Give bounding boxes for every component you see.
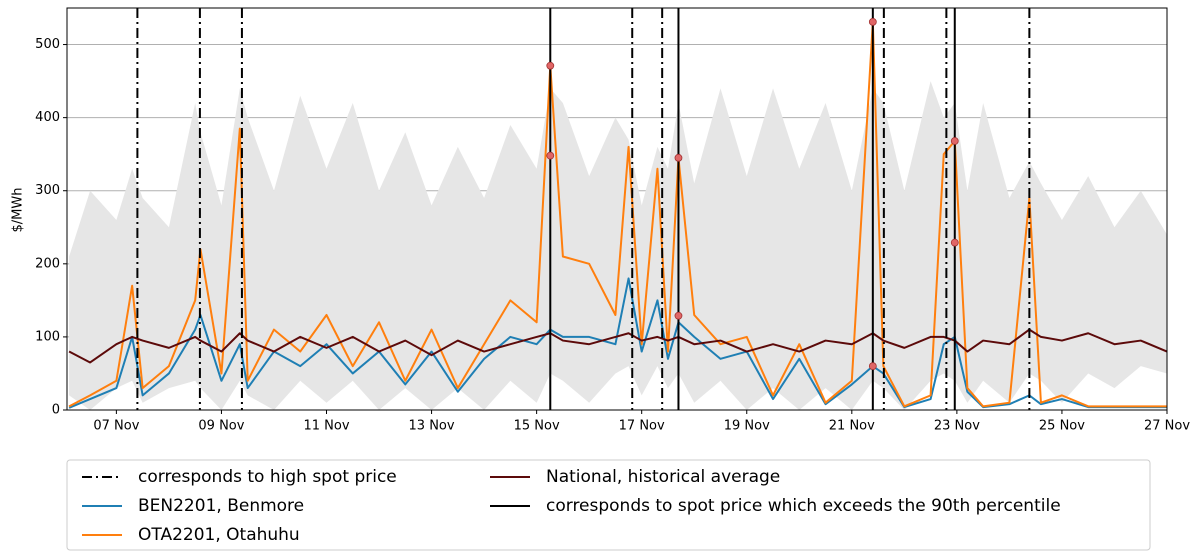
legend-label: National, historical average: [546, 467, 780, 487]
legend-box: [66, 459, 1151, 551]
x-tick-label: 11 Nov: [303, 419, 349, 434]
x-tick-label: 21 Nov: [829, 419, 875, 434]
legend-label: corresponds to high spot price: [138, 467, 397, 487]
x-tick-label: 15 Nov: [514, 419, 560, 434]
y-tick-label: 100: [35, 329, 60, 344]
spike-point: [868, 17, 877, 26]
legend-label: OTA2201, Otahuhu: [138, 525, 300, 545]
x-tick-label: 09 Nov: [198, 419, 244, 434]
historical-band: [69, 81, 1168, 410]
spike-point: [868, 362, 877, 371]
x-tick-label: 19 Nov: [724, 419, 770, 434]
spike-point: [546, 151, 555, 160]
y-tick-label: 400: [35, 110, 60, 125]
x-tick-label: 07 Nov: [93, 419, 139, 434]
spike-point: [950, 137, 959, 145]
x-tick-label: 25 Nov: [1039, 419, 1085, 434]
series-line: [68, 328, 1168, 364]
x-tick-label: 23 Nov: [934, 419, 980, 434]
spike-point: [674, 311, 683, 320]
y-tick-label: 0: [52, 403, 60, 418]
legend-label: corresponds to spot price which exceeds …: [546, 496, 1061, 516]
spike-point: [674, 153, 683, 162]
legend-label: BEN2201, Benmore: [138, 496, 304, 516]
y-tick-label: 500: [35, 37, 60, 52]
x-tick-label: 27 Nov: [1144, 419, 1190, 434]
series-line: [68, 20, 1167, 408]
series-line: [68, 277, 1167, 409]
y-axis-label: $/MWh: [11, 188, 26, 233]
x-tick-label: 13 Nov: [409, 419, 455, 434]
y-tick-label: 200: [35, 256, 60, 271]
spike-point: [546, 61, 555, 70]
y-tick-label: 300: [35, 183, 60, 198]
plot-frame: [66, 7, 1168, 411]
x-tick-label: 17 Nov: [619, 419, 665, 434]
spike-point: [950, 238, 959, 247]
